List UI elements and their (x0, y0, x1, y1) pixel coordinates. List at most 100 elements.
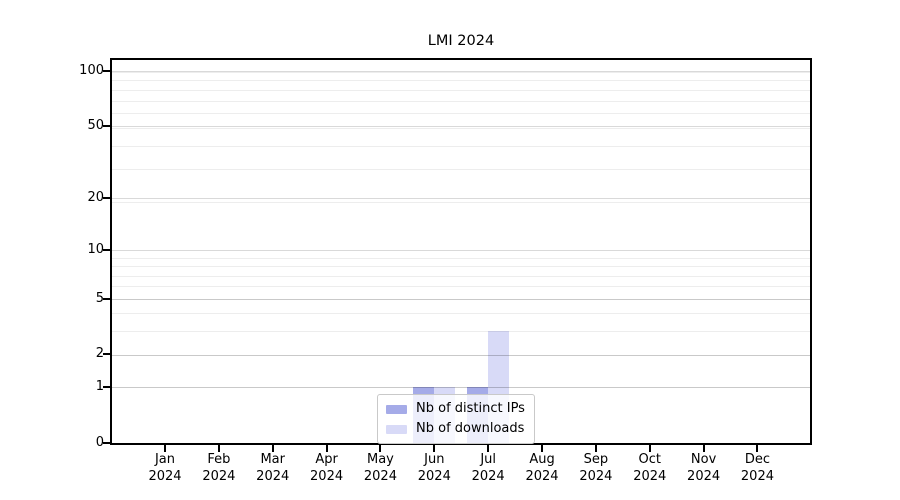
x-tick-label-sep: Sep 2024 (566, 452, 626, 485)
x-tick-dec (756, 445, 759, 452)
x-tick-year: 2024 (687, 468, 721, 484)
y-tick-label-10: 10 (87, 241, 104, 257)
legend-entry-distinct-ips: Nb of distinct IPs (386, 401, 525, 417)
y-tick-1 (103, 386, 110, 389)
x-tick-month: Feb (207, 452, 231, 467)
gridline-minor (112, 257, 810, 259)
x-tick-label-aug: Aug 2024 (512, 452, 572, 485)
legend-swatch-downloads (386, 424, 407, 434)
y-tick-50 (103, 125, 110, 128)
gridline-minor (112, 100, 810, 102)
x-tick-month: Sep (583, 452, 609, 467)
x-tick-month: Jun (424, 452, 445, 467)
x-tick-jun (433, 445, 436, 452)
x-tick-label-feb: Feb 2024 (189, 452, 249, 485)
gridline-minor (112, 145, 810, 147)
chart-title: LMI 2024 (427, 33, 495, 49)
y-tick-label-0: 0 (95, 435, 104, 450)
gridline-minor (112, 298, 810, 300)
x-tick-feb (217, 445, 220, 452)
bottom-spine (110, 443, 812, 445)
gridline-major-100 (112, 71, 810, 73)
gridline-minor (112, 127, 810, 129)
gridline-major-2 (112, 354, 810, 356)
gridline-minor (112, 313, 810, 315)
x-tick-month: Jan (154, 452, 176, 467)
gridline-minor (112, 387, 810, 389)
x-tick-jan (164, 445, 166, 452)
x-tick-label-jun: Jun 2024 (404, 452, 464, 485)
gridline-minor (112, 80, 810, 82)
legend-entry-downloads: Nb of downloads (386, 421, 525, 437)
gridline-minor (112, 266, 810, 267)
x-tick-label-dec: Dec 2024 (727, 452, 787, 485)
top-spine (110, 58, 812, 60)
gridline-minor (112, 113, 810, 115)
x-tick-label-may: May 2024 (350, 452, 410, 485)
gridline-minor (112, 89, 810, 91)
x-tick-may (379, 445, 382, 452)
gridline-major-1 (112, 387, 810, 389)
x-tick-year: 2024 (363, 468, 397, 484)
x-tick-year: 2024 (579, 468, 613, 484)
gridline-minor (112, 275, 810, 277)
gridline-minor (112, 72, 810, 73)
x-tick-sep (594, 445, 597, 452)
legend-label-downloads: Nb of downloads (416, 421, 525, 436)
gridline-minor (112, 169, 810, 170)
x-tick-month: Nov (690, 452, 717, 467)
x-tick-label-mar: Mar 2024 (243, 452, 303, 485)
y-tick-label-1: 1 (95, 379, 104, 395)
x-tick-label-nov: Nov 2024 (674, 452, 734, 485)
x-tick-oct (648, 445, 651, 452)
x-tick-month: Apr (315, 452, 338, 467)
x-tick-jul (487, 445, 490, 452)
y-tick-5 (103, 297, 110, 300)
legend: Nb of distinct IPs Nb of downloads (377, 394, 535, 444)
y-tick-label-20: 20 (87, 189, 104, 205)
x-tick-year: 2024 (148, 468, 182, 484)
x-tick-year: 2024 (740, 468, 774, 484)
y-tick-100 (103, 70, 110, 73)
x-tick-month: Oct (638, 452, 661, 467)
x-tick-month: Aug (529, 452, 555, 467)
x-tick-label-jan: Jan 2024 (135, 452, 195, 485)
x-tick-year: 2024 (202, 468, 236, 484)
y-tick-label-100: 100 (79, 63, 104, 79)
x-tick-year: 2024 (471, 468, 505, 484)
y-tick-20 (103, 196, 110, 199)
gridline-major-10 (112, 249, 810, 251)
gridline-minor (112, 331, 810, 333)
x-tick-month: Mar (260, 452, 285, 467)
x-tick-month: Dec (744, 452, 771, 467)
x-tick-aug (541, 445, 544, 452)
gridline-major-5 (112, 298, 810, 300)
y-tick-2 (103, 353, 110, 356)
y-tick-label-2: 2 (95, 346, 104, 362)
gridline-major-20 (112, 197, 810, 199)
x-tick-nov (702, 445, 705, 452)
x-tick-year: 2024 (525, 468, 559, 484)
x-tick-apr (325, 445, 328, 452)
gridline-major-50 (112, 126, 810, 128)
x-tick-label-jul: Jul 2024 (458, 452, 518, 485)
x-tick-month: May (366, 452, 394, 467)
x-tick-mar (271, 445, 274, 452)
x-tick-year: 2024 (256, 468, 290, 484)
y-tick-10 (103, 248, 110, 251)
x-tick-month: Jul (480, 452, 496, 467)
x-tick-label-apr: Apr 2024 (297, 452, 357, 485)
x-tick-year: 2024 (310, 468, 344, 484)
y-tick-0 (103, 442, 110, 444)
y-tick-label-50: 50 (87, 118, 104, 134)
left-spine (110, 58, 112, 445)
gridline-minor (112, 201, 810, 203)
x-tick-year: 2024 (417, 468, 451, 484)
legend-label-distinct-ips: Nb of distinct IPs (416, 401, 525, 416)
x-tick-year: 2024 (633, 468, 667, 484)
y-tick-label-5: 5 (95, 290, 104, 306)
legend-swatch-distinct-ips (386, 404, 407, 414)
x-tick-label-oct: Oct 2024 (620, 452, 680, 485)
gridline-minor (112, 286, 810, 288)
